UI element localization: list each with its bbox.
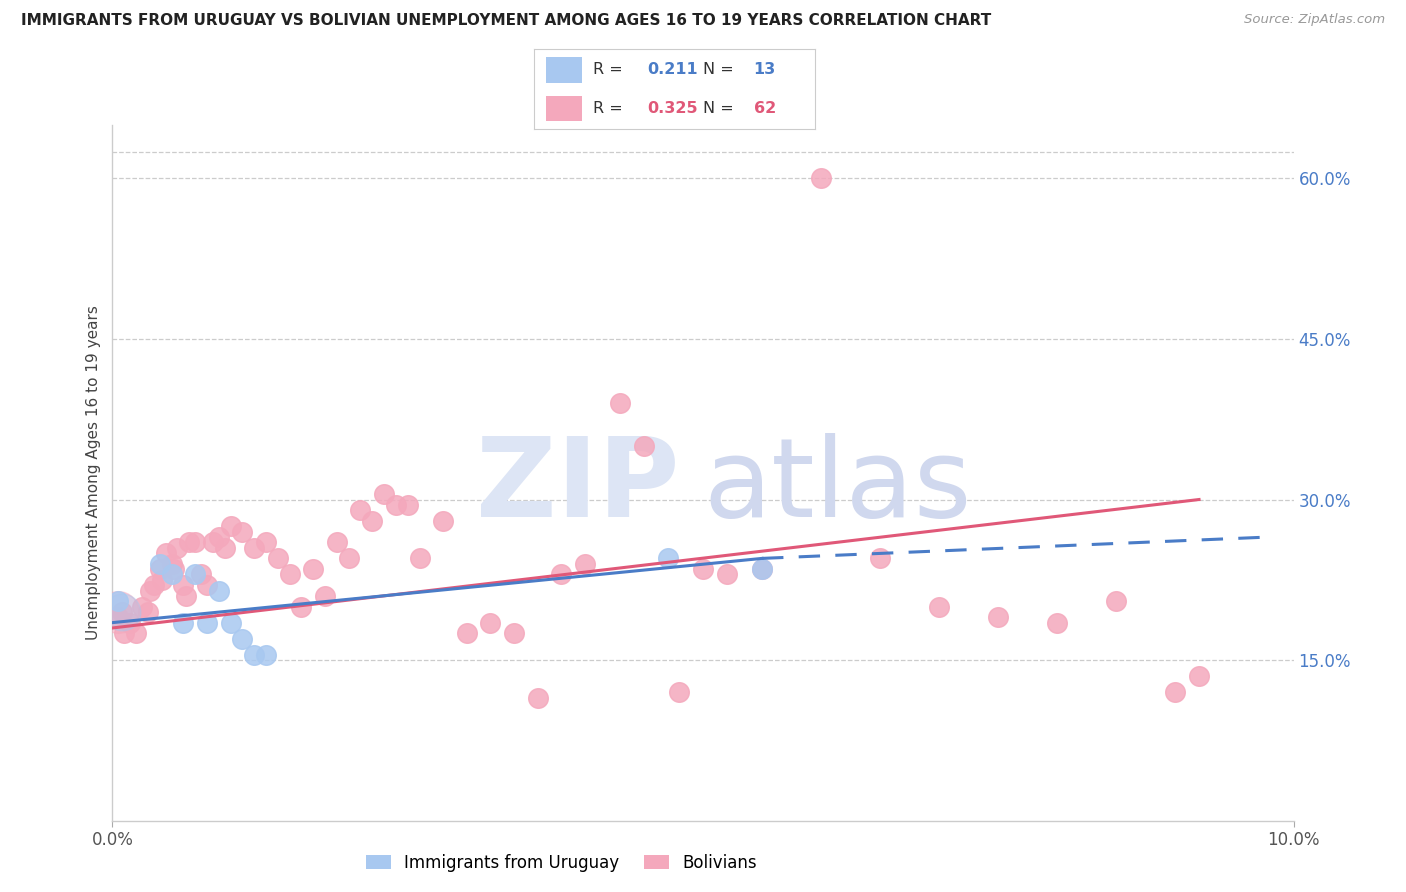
Point (716, 567, 738, 582)
Point (314, 589, 336, 603)
Point (337, 551, 360, 566)
Y-axis label: Unemployment Among Ages 16 to 19 years: Unemployment Among Ages 16 to 19 years (86, 305, 101, 640)
Point (609, 396, 631, 410)
Point (150, 573, 173, 587)
Point (125, 626, 148, 640)
Point (692, 562, 714, 576)
Point (172, 615, 194, 630)
Point (120, 615, 142, 630)
Text: 13: 13 (754, 62, 776, 78)
Point (633, 439, 655, 453)
Point (163, 562, 186, 576)
Text: 62: 62 (754, 101, 776, 116)
Point (526, 690, 548, 705)
Point (139, 583, 162, 598)
Point (278, 567, 301, 582)
Point (290, 599, 312, 614)
Point (1188, 669, 1211, 683)
Text: N =: N = (703, 62, 740, 78)
Point (160, 557, 183, 571)
Point (184, 567, 207, 582)
Bar (546, 95, 582, 121)
Point (208, 583, 231, 598)
Point (208, 530, 231, 544)
Legend: Immigrants from Uruguay, Bolivians: Immigrants from Uruguay, Bolivians (359, 847, 763, 879)
Point (142, 578, 165, 592)
Point (107, 594, 129, 608)
Point (574, 557, 596, 571)
Point (231, 524, 253, 539)
Point (254, 648, 277, 662)
Point (179, 535, 201, 549)
Point (396, 498, 419, 512)
Point (107, 610, 129, 624)
Point (174, 589, 197, 603)
Point (166, 541, 188, 555)
Point (149, 562, 172, 576)
Point (810, 171, 832, 186)
Point (432, 514, 454, 528)
Point (160, 567, 183, 582)
Point (184, 535, 207, 549)
Point (195, 578, 218, 592)
Point (190, 567, 212, 582)
Point (751, 562, 773, 576)
Text: R =: R = (593, 101, 628, 116)
Text: Source: ZipAtlas.com: Source: ZipAtlas.com (1244, 13, 1385, 27)
Text: R =: R = (593, 62, 628, 78)
Text: ZIP: ZIP (477, 434, 679, 541)
Point (111, 605, 134, 619)
Point (408, 551, 430, 566)
Point (243, 648, 266, 662)
Point (149, 557, 172, 571)
Point (254, 535, 277, 549)
Text: 0.211: 0.211 (647, 62, 697, 78)
Point (219, 615, 242, 630)
Point (550, 567, 572, 582)
Point (136, 605, 159, 619)
Point (987, 610, 1010, 624)
Point (267, 551, 290, 566)
Point (361, 514, 384, 528)
Point (928, 599, 950, 614)
Point (172, 578, 194, 592)
Point (111, 605, 134, 619)
Point (219, 519, 242, 533)
Point (1164, 685, 1187, 699)
Point (503, 626, 526, 640)
Point (751, 562, 773, 576)
Point (668, 685, 690, 699)
Point (243, 541, 266, 555)
Text: atlas: atlas (703, 434, 972, 541)
Point (479, 615, 502, 630)
Point (155, 546, 177, 560)
Point (195, 615, 218, 630)
Text: N =: N = (703, 101, 740, 116)
Point (869, 551, 891, 566)
Point (1105, 594, 1128, 608)
Point (214, 541, 236, 555)
Bar (546, 57, 582, 83)
Point (201, 535, 224, 549)
Point (349, 503, 371, 517)
Point (326, 535, 349, 549)
Text: 0.325: 0.325 (647, 101, 697, 116)
Point (373, 487, 395, 501)
Point (1046, 615, 1069, 630)
Point (657, 551, 679, 566)
Point (131, 599, 153, 614)
Point (107, 605, 129, 619)
Point (385, 498, 408, 512)
Text: IMMIGRANTS FROM URUGUAY VS BOLIVIAN UNEMPLOYMENT AMONG AGES 16 TO 19 YEARS CORRE: IMMIGRANTS FROM URUGUAY VS BOLIVIAN UNEM… (21, 13, 991, 29)
Point (456, 626, 478, 640)
Point (231, 632, 253, 646)
Point (302, 562, 325, 576)
Point (112, 626, 135, 640)
